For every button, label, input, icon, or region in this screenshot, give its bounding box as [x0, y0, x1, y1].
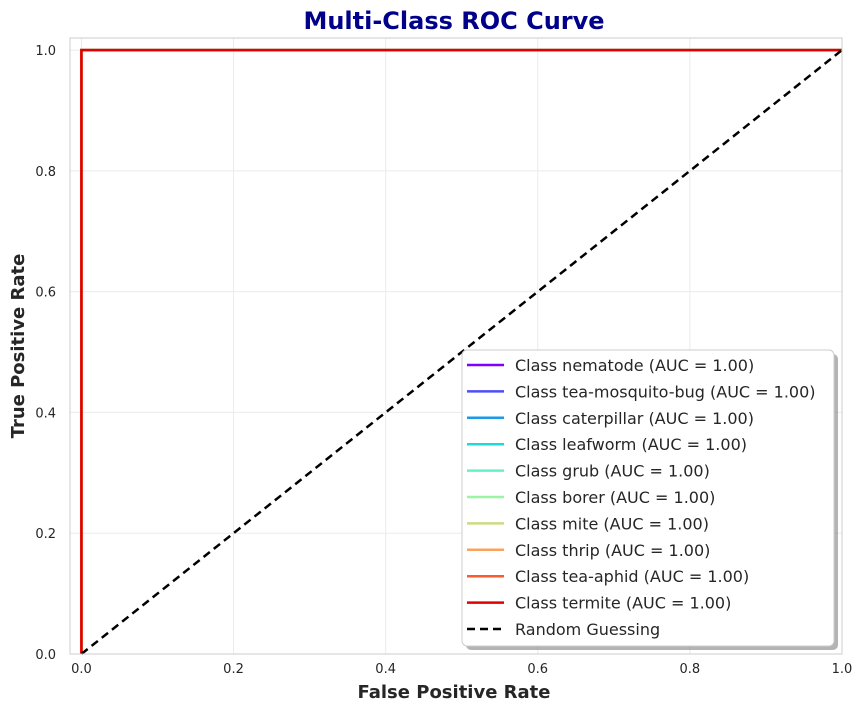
y-axis-title: True Positive Rate	[8, 254, 29, 439]
x-tick-label: 1.0	[832, 662, 853, 677]
legend-label: Random Guessing	[515, 620, 660, 639]
x-tick-label: 0.2	[223, 662, 244, 677]
y-tick-labels: 0.0 0.2 0.4 0.6 0.8 1.0	[35, 44, 56, 663]
legend-label: Class nematode (AUC = 1.00)	[515, 356, 754, 375]
y-tick-label: 0.0	[35, 648, 56, 663]
chart-title: Multi-Class ROC Curve	[303, 7, 604, 35]
legend-label: Class grub (AUC = 1.00)	[515, 462, 710, 481]
legend-label: Class tea-aphid (AUC = 1.00)	[515, 567, 749, 586]
legend-label: Class termite (AUC = 1.00)	[515, 594, 731, 613]
legend-label: Class mite (AUC = 1.00)	[515, 514, 709, 533]
legend-label: Class leafworm (AUC = 1.00)	[515, 435, 747, 454]
legend-label: Class caterpillar (AUC = 1.00)	[515, 409, 754, 428]
series-line-class-termite-auc-1-00	[80, 48, 842, 654]
legend-label: Class tea-mosquito-bug (AUC = 1.00)	[515, 382, 816, 401]
y-tick-label: 0.6	[35, 286, 56, 301]
grid-lines	[70, 38, 843, 655]
y-tick-label: 0.2	[35, 527, 56, 542]
x-tick-label: 0.6	[527, 662, 548, 677]
y-tick-label: 1.0	[35, 44, 56, 59]
x-tick-label: 0.8	[680, 662, 701, 677]
x-tick-label: 0.0	[71, 662, 92, 677]
x-tick-label: 0.4	[375, 662, 396, 677]
legend-items: Class nematode (AUC = 1.00) Class tea-mos…	[467, 356, 816, 639]
legend-label: Class thrip (AUC = 1.00)	[515, 541, 710, 560]
plot-frame	[69, 37, 843, 655]
legend: Class nematode (AUC = 1.00) Class tea-mos…	[461, 349, 838, 650]
y-tick-label: 0.8	[35, 165, 56, 180]
legend-label: Class borer (AUC = 1.00)	[515, 488, 715, 507]
x-tick-labels: 0.0 0.2 0.4 0.6 0.8 1.0	[71, 662, 852, 677]
x-axis-title: False Positive Rate	[358, 682, 551, 703]
y-tick-label: 0.4	[35, 406, 56, 421]
series-layer	[80, 48, 843, 655]
legend-box	[461, 349, 835, 647]
series-line-random-guessing	[80, 49, 843, 655]
